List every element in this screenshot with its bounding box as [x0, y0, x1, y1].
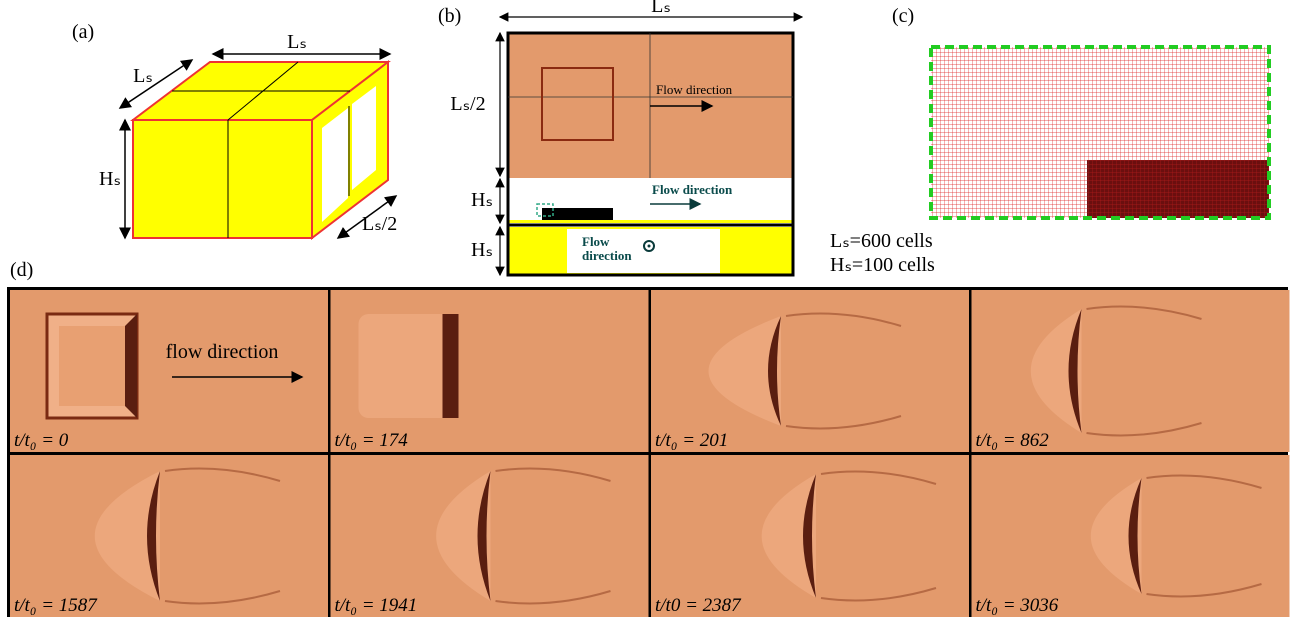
slip-face: [125, 314, 137, 418]
horn: [164, 467, 281, 482]
dimension-label: Hₛ: [471, 239, 493, 261]
grid-note: Hₛ=100 cells: [830, 254, 935, 276]
slip-face: [147, 471, 160, 601]
snapshot: [10, 455, 328, 617]
dimension-label: Lₛ: [133, 65, 153, 87]
horn: [1146, 583, 1262, 598]
dune: [708, 316, 781, 426]
dimension-label: Hₛ: [471, 189, 493, 211]
dune: [1030, 309, 1082, 433]
time-label: t/t₀ = 862: [976, 430, 1050, 451]
time-label: t/t0 = 2387: [655, 595, 742, 616]
panel-a: (a) Lₛ Lₛ Hₛ Lₛ/2: [72, 21, 397, 241]
time-label: t/t₀ = 201: [655, 430, 728, 451]
flow-label: flow direction: [166, 341, 279, 363]
dimension-label: Lₛ: [287, 31, 307, 53]
slip-face: [803, 474, 816, 598]
dimension-label: Lₛ: [651, 0, 671, 17]
horn: [785, 415, 902, 430]
horn: [164, 590, 281, 605]
slip-face: [1068, 309, 1082, 433]
horn: [1086, 422, 1202, 437]
time-label: t/t₀ = 1587: [14, 595, 98, 616]
panel-c: (c) Lₛ=600 cells Hₛ=100 cells: [830, 5, 1271, 276]
flow-label: Flow: [582, 234, 610, 249]
horn: [785, 312, 902, 327]
time-label: t/t₀ = 3036: [976, 595, 1059, 616]
horn: [1086, 305, 1202, 320]
dune-top: [59, 326, 125, 406]
slip-face: [442, 314, 459, 418]
dune: [358, 314, 459, 418]
panel-label: (b): [438, 5, 461, 27]
snapshot: [971, 290, 1290, 452]
horn: [495, 467, 611, 482]
dimension-label: Lₛ/2: [362, 213, 397, 235]
dune: [1090, 478, 1142, 594]
panel-b: (b) Lₛ Flow direction Flow direction Flo…: [438, 0, 804, 277]
dune: [761, 474, 816, 598]
horn: [1146, 474, 1262, 489]
slip-face: [477, 471, 491, 601]
time-label: t/t₀ = 174: [335, 430, 409, 451]
dimension-label: Hₛ: [99, 168, 121, 190]
flow-label: Flow direction: [656, 82, 733, 97]
dune: [94, 471, 160, 601]
slip-face: [1128, 478, 1142, 594]
horn: [820, 587, 937, 602]
panel-d: (d) flow direction t/t₀ = 0 t/t₀ = 174 t/t₀…: [7, 259, 1290, 617]
panel-label: (d): [10, 259, 33, 281]
flow-label: direction: [582, 248, 632, 263]
time-label: t/t₀ = 1941: [335, 595, 418, 616]
horn: [820, 470, 937, 485]
dune: [436, 471, 491, 601]
grid-note: Lₛ=600 cells: [830, 230, 933, 252]
flow-label: Flow direction: [652, 182, 733, 197]
panel-label: (c): [892, 5, 914, 27]
horn: [495, 590, 611, 605]
panel-label: (a): [72, 21, 94, 43]
slip-face: [768, 316, 781, 426]
dimension-label: Lₛ/2: [450, 93, 485, 115]
snapshot: [651, 290, 969, 452]
time-label: t/t₀ = 0: [14, 430, 69, 451]
